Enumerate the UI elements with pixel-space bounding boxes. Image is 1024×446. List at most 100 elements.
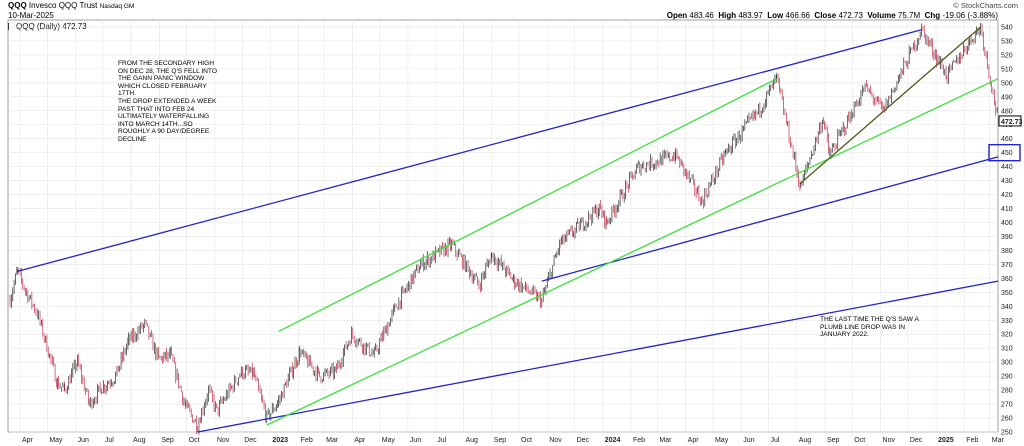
x-tick-label: Jun	[410, 437, 421, 444]
price-bars	[9, 22, 998, 435]
x-tick-label: Jul	[771, 437, 780, 444]
x-tick-label: Sep	[827, 437, 840, 444]
x-tick-label: Jul	[437, 437, 446, 444]
y-tick-label: 360	[1001, 276, 1013, 283]
y-tick-label: 260	[1001, 416, 1013, 423]
x-tick-label: Jun	[743, 437, 754, 444]
trendline-blue	[541, 156, 999, 282]
x-tick-label: Oct	[521, 437, 532, 444]
x-tick-label: Jun	[78, 437, 89, 444]
last-price-label: 472.73	[1001, 119, 1023, 126]
y-tick-label: 410	[1001, 206, 1013, 213]
chart-date: 10-Mar-2025	[8, 11, 54, 20]
y-tick-label: 380	[1001, 248, 1013, 255]
y-tick-label: 370	[1001, 262, 1013, 269]
y-tick-label: 480	[1001, 108, 1013, 115]
x-tick-label: Feb	[966, 437, 978, 444]
y-tick-label: 440	[1001, 164, 1013, 171]
x-tick-label: Oct	[854, 437, 865, 444]
y-axis: 250 260 270 280 290 300 310 320 330 340 350 360 370 3…	[1001, 24, 1013, 436]
y-tick-label: 420	[1001, 192, 1013, 199]
low-value: 466.66	[785, 11, 810, 20]
y-tick-label: 490	[1001, 94, 1013, 101]
high-value: 483.97	[738, 11, 763, 20]
x-tick-label: Oct	[189, 437, 200, 444]
legend: QQQ (Daily) 472.73	[8, 22, 87, 31]
x-tick-label: Nov	[883, 437, 896, 444]
y-tick-label: 300	[1001, 360, 1013, 367]
x-tick-label: May	[715, 437, 729, 444]
close-value: 472.73	[838, 11, 863, 20]
y-tick-label: 340	[1001, 304, 1013, 311]
y-tick-label: 270	[1001, 402, 1013, 409]
x-tick-label: Apr	[354, 437, 366, 444]
volume-value: 75.7M	[897, 11, 921, 20]
trendline-blue	[17, 29, 922, 273]
last-price-box	[998, 115, 1022, 127]
x-tick-label: Sep	[494, 437, 507, 444]
x-tick-label: Mar	[992, 437, 1005, 444]
trendline-olive	[799, 26, 982, 184]
x-tick-label: Dec	[577, 437, 590, 444]
y-tick-label: 390	[1001, 234, 1013, 241]
source-credit: © StockCharts.com	[953, 1, 1018, 10]
open-label: Open	[666, 11, 688, 20]
y-tick-label: 460	[1001, 136, 1013, 143]
y-tick-label: 310	[1001, 346, 1013, 353]
symbol: QQQ	[8, 1, 27, 10]
x-tick-label: Apr	[688, 437, 700, 444]
ohlc-readout: Open 483.46 High 483.97 Low 466.66 Close…	[667, 11, 998, 20]
chg-label: Chg	[924, 11, 941, 20]
chart-header-left: QQQ Invesco QQQ Trust Nasdaq GM	[8, 1, 134, 10]
annotation-plumb-line: THE LAST TIME THE Q's SAW A PLUMB LINE D…	[820, 316, 919, 339]
y-tick-label: 540	[1001, 24, 1013, 31]
close-label: Close	[814, 11, 837, 20]
price-markers: 472.73	[988, 115, 1023, 162]
low-label: Low	[767, 11, 784, 20]
trendline-green	[266, 78, 999, 426]
y-tick-label: 250	[1001, 430, 1013, 437]
x-tick-label: Mar	[326, 437, 339, 444]
y-tick-label: 280	[1001, 388, 1013, 395]
ohlc-legend-icon	[8, 23, 15, 30]
x-axis: Apr May Jun Jul Aug Sep Oct Nov Dec 2023 Feb Mar Apr…	[22, 437, 1005, 444]
open-value: 483.46	[689, 11, 714, 20]
x-tick-label: 2025	[938, 437, 954, 444]
trendline-green	[278, 78, 778, 333]
volume-label: Volume	[867, 11, 896, 20]
y-tick-label: 350	[1001, 290, 1013, 297]
x-tick-label: Apr	[22, 437, 34, 444]
x-tick-label: Dec	[910, 437, 923, 444]
x-tick-label: Feb	[633, 437, 645, 444]
x-tick-label: 2024	[605, 437, 621, 444]
x-tick-label: Aug	[465, 437, 478, 444]
x-tick-label: May	[49, 437, 63, 444]
high-label: High	[718, 11, 737, 20]
x-tick-label: Aug	[133, 437, 146, 444]
x-tick-label: May	[382, 437, 396, 444]
security-name: Invesco QQQ Trust	[28, 1, 98, 10]
x-tick-label: Aug	[799, 437, 812, 444]
x-tick-label: Dec	[244, 437, 257, 444]
x-tick-label: Feb	[301, 437, 313, 444]
y-tick-label: 500	[1001, 80, 1013, 87]
y-tick-label: 430	[1001, 178, 1013, 185]
x-tick-label: Nov	[549, 437, 562, 444]
target-level-box	[988, 143, 1021, 162]
y-tick-label: 400	[1001, 220, 1013, 227]
x-tick-label: Nov	[217, 437, 230, 444]
y-tick-label: 530	[1001, 38, 1013, 45]
y-tick-label: 510	[1001, 66, 1013, 73]
chg-value: -19.06 (-3.88%)	[942, 11, 998, 20]
x-tick-label: Sep	[161, 437, 174, 444]
y-tick-label: 450	[1001, 150, 1013, 157]
legend-text: QQQ (Daily) 472.73	[16, 22, 87, 31]
y-tick-label: 320	[1001, 332, 1013, 339]
trendlines	[17, 26, 999, 433]
x-tick-label: 2023	[272, 437, 288, 444]
y-tick-label: 520	[1001, 52, 1013, 59]
x-tick-label: Mar	[659, 437, 672, 444]
annotation-gann-window: FROM THE SECONDARY HIGH ON DEC 28, THE Q…	[118, 60, 217, 143]
grid	[10, 20, 998, 433]
